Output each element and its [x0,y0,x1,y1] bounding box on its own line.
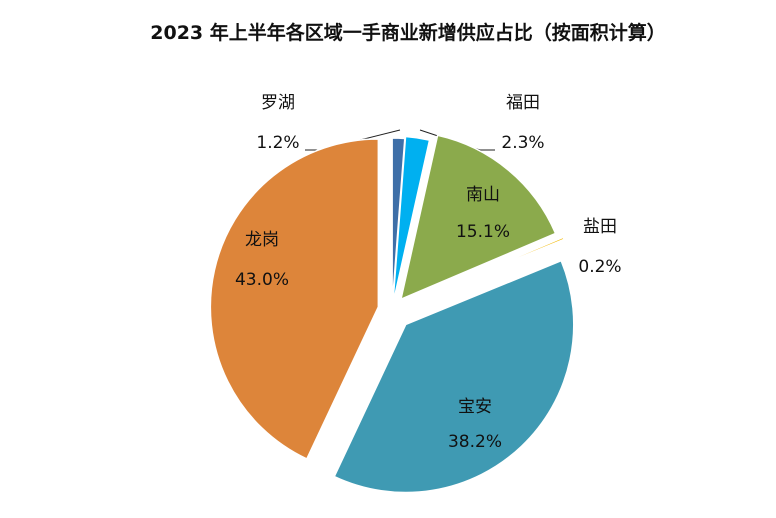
slice-label: 罗湖 [261,93,295,113]
slice-value-label: 0.2% [578,257,621,277]
pie-slice-5 [209,138,380,460]
slice-value-label: 2.3% [501,133,544,153]
slice-label: 盐田 [583,217,617,237]
chart-title: 2023 年上半年各区域一手商业新增供应占比（按面积计算） [150,22,666,44]
pie-slice-4 [333,259,575,494]
pie-slice-2 [399,134,557,301]
pie-slice-1 [392,135,431,305]
pie-slice-3 [408,236,565,304]
slice-value-label: 43.0% [235,270,289,290]
slice-value-label: 1.2% [256,133,299,153]
slice-label: 宝安 [458,397,492,417]
slice-label: 南山 [466,185,500,205]
slice-value-label: 38.2% [448,432,502,452]
slice-label: 福田 [506,93,540,113]
slice-value-label: 15.1% [456,222,510,242]
slice-label: 龙岗 [245,230,279,250]
